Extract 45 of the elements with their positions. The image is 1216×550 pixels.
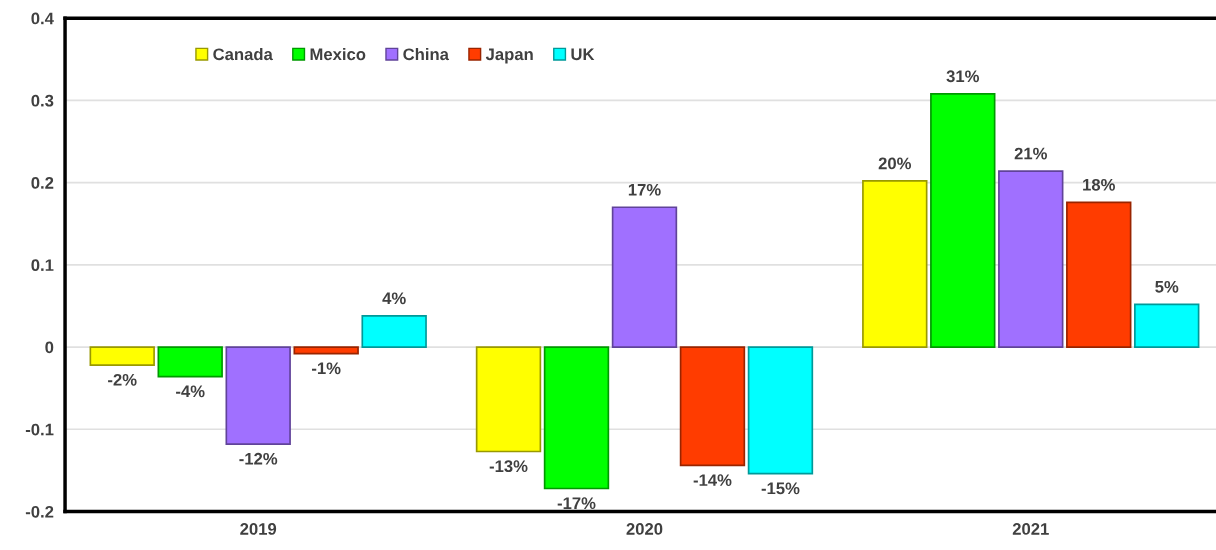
bar: [361, 314, 427, 348]
y-tick-label: -0.2: [25, 505, 54, 518]
x-tick-label: 2021: [1012, 523, 1049, 535]
bar: [543, 346, 610, 490]
x-tick-label: 2019: [240, 523, 277, 535]
y-tick-label: 0.4: [31, 12, 54, 25]
data-label: -4%: [176, 385, 205, 398]
data-label: -17%: [557, 497, 596, 510]
data-label: 17%: [628, 183, 661, 196]
data-label: 20%: [878, 157, 912, 170]
legend-label: Mexico: [310, 47, 366, 61]
x-tick-label: 2020: [626, 523, 663, 535]
y-tick-label: 0.3: [31, 94, 54, 107]
data-label: 4%: [382, 292, 406, 305]
legend-label: UK: [571, 48, 595, 61]
data-label: 21%: [1014, 147, 1047, 160]
data-label: -1%: [312, 362, 341, 375]
data-label: -13%: [489, 460, 528, 473]
legend-label: Canada: [213, 47, 273, 61]
data-label: 18%: [1083, 178, 1115, 191]
data-label: -2%: [108, 373, 137, 386]
bar: [225, 346, 291, 445]
bar: [475, 346, 542, 453]
y-tick-label: 0.1: [31, 259, 54, 272]
bar: [293, 346, 359, 355]
bar: [611, 206, 678, 348]
legend-label: China: [403, 47, 450, 61]
bar: [998, 170, 1064, 348]
data-label: -12%: [239, 452, 278, 465]
data-label: -14%: [693, 474, 732, 486]
legend-label: Japan: [485, 48, 533, 64]
bar: [930, 92, 996, 348]
bar: [157, 346, 223, 378]
bar: [679, 346, 746, 467]
data-label: 5%: [1155, 280, 1179, 293]
y-tick-label: 0: [45, 341, 54, 354]
data-label: -15%: [761, 482, 800, 495]
data-label: 31%: [946, 70, 980, 83]
bar: [747, 346, 814, 475]
bar: [89, 346, 155, 366]
bar: [862, 180, 928, 348]
bar: [1134, 303, 1200, 348]
bar: [1066, 201, 1132, 348]
y-tick-label: 0.2: [31, 177, 54, 189]
y-tick-label: -0.1: [25, 423, 54, 436]
